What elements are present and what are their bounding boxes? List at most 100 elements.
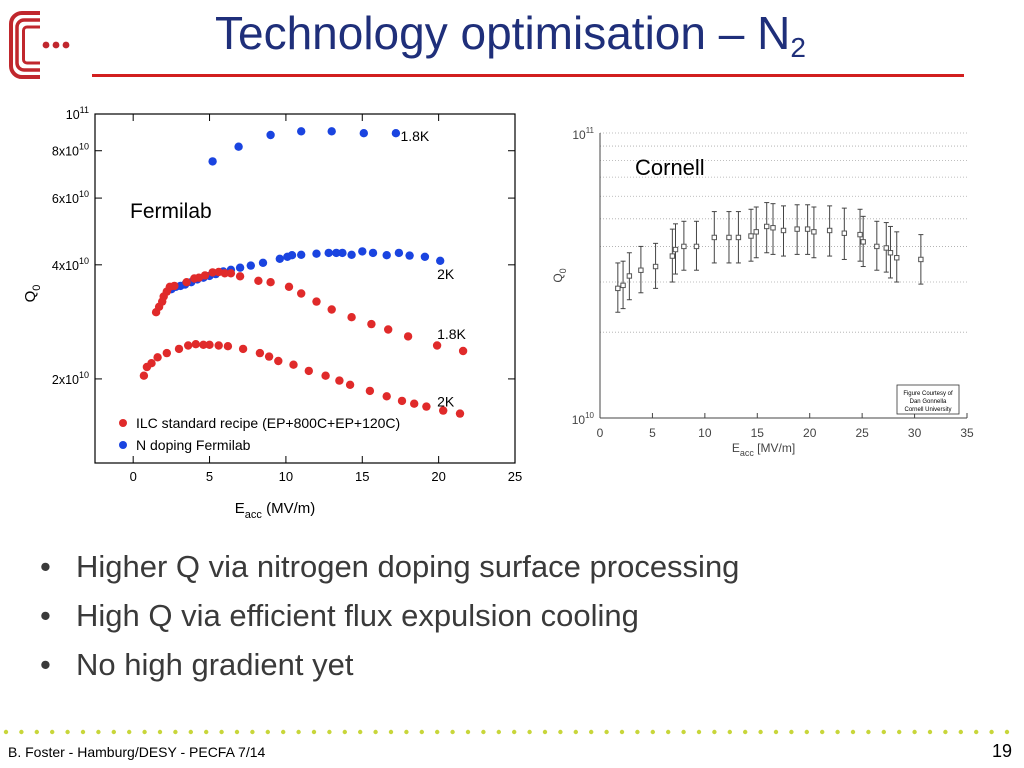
x-tick-label: 5 bbox=[649, 426, 656, 440]
legend-label: ILC standard recipe (EP+800C+EP+120C) bbox=[136, 415, 400, 431]
data-point bbox=[327, 305, 336, 314]
data-point bbox=[345, 380, 355, 389]
footer-dot bbox=[527, 729, 532, 735]
y-axis-label: Q0 bbox=[551, 268, 568, 282]
footer-dot bbox=[481, 729, 486, 735]
bullet-text: Higher Q via nitrogen doping surface pro… bbox=[76, 549, 740, 584]
footer-dot bbox=[666, 729, 671, 735]
data-point bbox=[170, 281, 179, 291]
data-point bbox=[384, 325, 393, 334]
data-point bbox=[638, 267, 644, 273]
footer-dot bbox=[373, 729, 378, 735]
data-point bbox=[297, 289, 306, 298]
footer-dot bbox=[974, 729, 979, 735]
data-point bbox=[652, 263, 659, 270]
data-point bbox=[199, 340, 208, 349]
footer-dot bbox=[912, 729, 917, 735]
data-point bbox=[420, 252, 430, 261]
data-point bbox=[458, 346, 468, 356]
page-number: 19 bbox=[991, 741, 1012, 761]
data-point bbox=[235, 272, 245, 281]
bullet-text: High Q via efficient flux expulsion cool… bbox=[76, 598, 639, 633]
data-point bbox=[368, 248, 378, 258]
data-point bbox=[297, 127, 306, 136]
data-point bbox=[764, 223, 770, 230]
plot-frame bbox=[94, 113, 516, 464]
data-point bbox=[672, 246, 679, 253]
data-point bbox=[857, 231, 863, 238]
footer-dot bbox=[881, 729, 886, 735]
x-tick-label: 10 bbox=[698, 426, 712, 440]
slide-title: Technology optimisation – N2 bbox=[215, 6, 806, 64]
data-point bbox=[436, 256, 445, 265]
data-point bbox=[139, 371, 149, 380]
footer-dot bbox=[712, 729, 717, 735]
data-point bbox=[208, 157, 217, 166]
data-point bbox=[391, 129, 401, 138]
data-point bbox=[794, 226, 800, 232]
x-tick-label: 5 bbox=[206, 469, 213, 484]
footer-dot bbox=[342, 729, 347, 735]
x-tick-label: 20 bbox=[431, 469, 445, 484]
series bbox=[615, 202, 924, 313]
x-tick-label: 30 bbox=[908, 426, 922, 440]
data-point bbox=[382, 251, 391, 260]
panel-label: Cornell bbox=[635, 155, 705, 180]
footer-dot bbox=[450, 729, 455, 735]
credit-line: Figure Courtesy of bbox=[903, 391, 953, 397]
bullet-item: • No high gradient yet bbox=[40, 647, 354, 682]
data-point bbox=[874, 243, 880, 250]
footer-dot bbox=[265, 729, 270, 735]
data-point bbox=[266, 130, 275, 140]
footer-dot bbox=[804, 729, 809, 735]
data-point bbox=[403, 332, 413, 341]
x-tick-label: 10 bbox=[279, 469, 293, 484]
footer-dot bbox=[111, 729, 117, 735]
y-tick-label: 8x1010 bbox=[52, 142, 89, 159]
data-point bbox=[174, 344, 184, 354]
credit-line: Dan Gonnella bbox=[910, 399, 947, 405]
data-point bbox=[208, 268, 217, 277]
footer-dot bbox=[573, 729, 578, 735]
data-point bbox=[238, 344, 248, 354]
footer-dot bbox=[635, 729, 640, 735]
footer-dot bbox=[542, 729, 548, 735]
y-tick-label: 4x1010 bbox=[52, 256, 89, 273]
footer-dot bbox=[743, 729, 748, 735]
x-tick-label: 20 bbox=[803, 426, 817, 440]
legend-label: N doping Fermilab bbox=[136, 437, 251, 453]
data-point bbox=[312, 297, 321, 306]
temperature-annotation: 2K bbox=[437, 394, 455, 410]
data-point bbox=[162, 348, 171, 358]
x-tick-label: 0 bbox=[130, 469, 137, 484]
data-point bbox=[620, 282, 626, 289]
institution-logo-icon bbox=[9, 11, 70, 79]
bullet-item: • Higher Q via nitrogen doping surface pr… bbox=[40, 549, 740, 584]
x-tick-label: 15 bbox=[355, 469, 369, 484]
x-tick-label: 25 bbox=[855, 426, 869, 440]
data-point bbox=[304, 366, 313, 376]
footer-dot bbox=[604, 729, 609, 735]
data-point bbox=[266, 278, 275, 287]
footer-dot bbox=[219, 729, 224, 735]
footer-dot bbox=[3, 729, 9, 735]
footer-dot bbox=[866, 729, 871, 735]
x-tick-label: 35 bbox=[960, 426, 974, 440]
footer-dot bbox=[820, 729, 825, 735]
data-point bbox=[780, 227, 787, 234]
footer-dot bbox=[512, 729, 517, 735]
footer-dot bbox=[281, 729, 286, 735]
data-point bbox=[439, 406, 448, 415]
footer-dot bbox=[204, 729, 209, 735]
footer-dot bbox=[435, 729, 440, 735]
data-point bbox=[432, 341, 442, 350]
footer-dot bbox=[850, 729, 856, 735]
data-point bbox=[254, 276, 263, 285]
data-point bbox=[226, 269, 236, 278]
data-point bbox=[147, 359, 156, 368]
title-text: Technology optimisation – N bbox=[215, 7, 791, 59]
data-point bbox=[811, 229, 817, 235]
footer-dot bbox=[419, 729, 424, 735]
footer-dot bbox=[142, 729, 147, 735]
data-point bbox=[615, 285, 621, 292]
